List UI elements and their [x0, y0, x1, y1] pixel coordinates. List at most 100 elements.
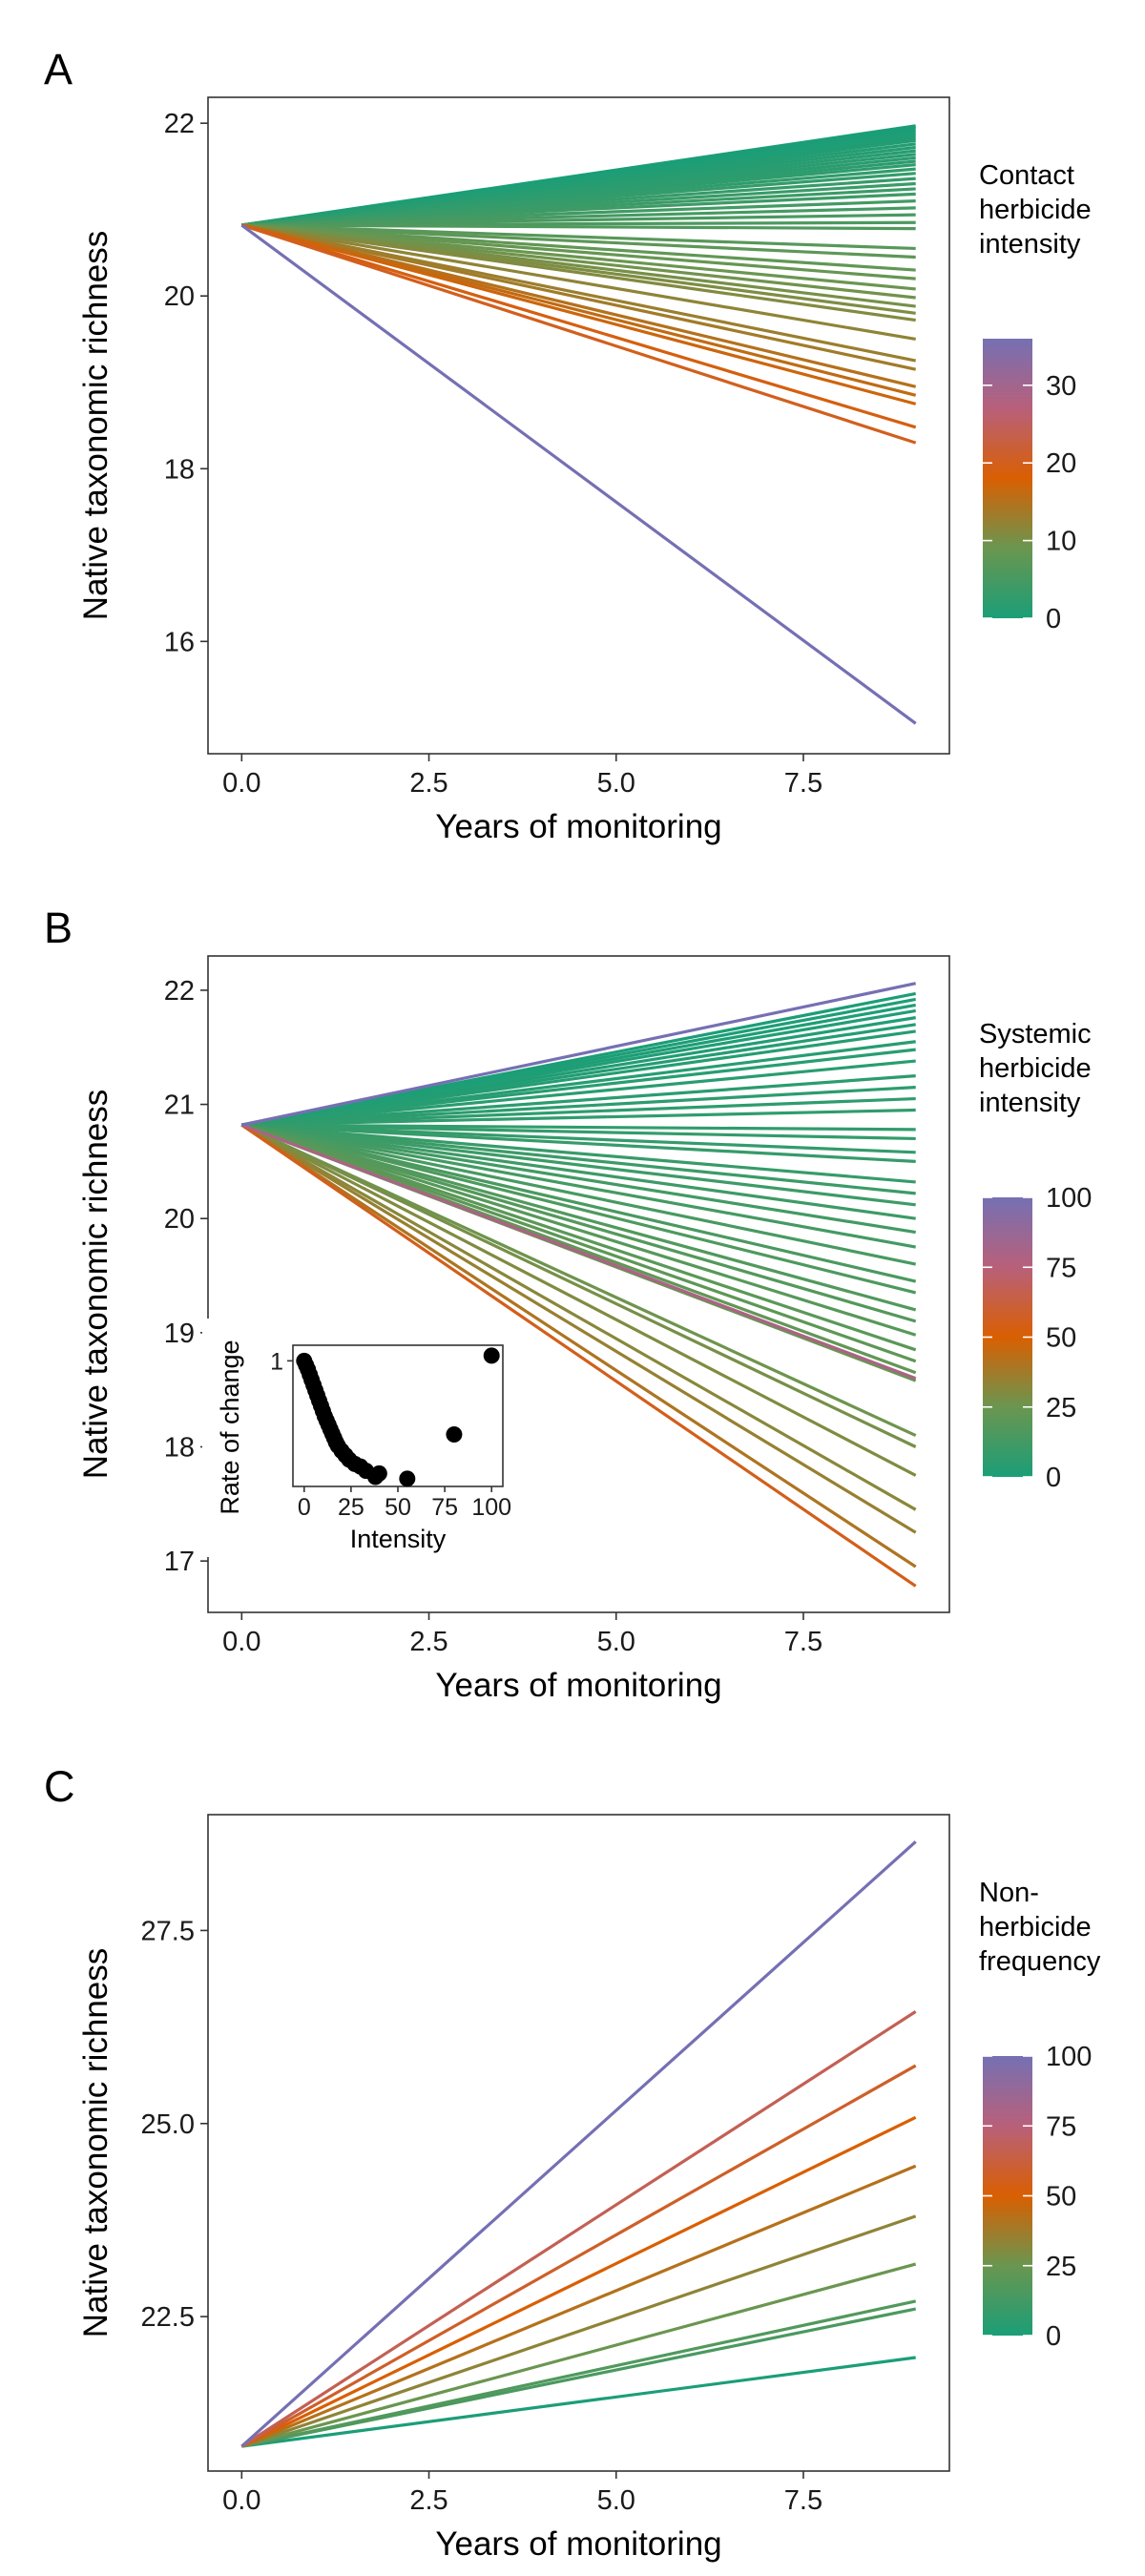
series-line: [240, 2115, 917, 2448]
series-line: [240, 1840, 917, 2448]
inset-point: [483, 1347, 500, 1364]
series-line: [240, 2299, 917, 2448]
x-axis-title: Years of monitoring: [435, 1667, 721, 1704]
series-line: [240, 982, 917, 1127]
panel-c: C 0.0 2.5 5.0 7.5 22.5 25.0 27.5 Years of monito…: [0, 1717, 1145, 2576]
series-line: [241, 1123, 916, 1184]
series-line: [241, 2356, 916, 2448]
series-line: [240, 1123, 917, 1477]
x-tick-label: 0.0: [222, 768, 260, 799]
series-line: [241, 1108, 916, 1127]
legend-title-line: frequency: [979, 1946, 1101, 1977]
y-tick-label: 16: [164, 627, 195, 657]
legend-tick-label: 75: [1046, 2111, 1076, 2142]
y-tick-label: 20: [164, 1204, 195, 1235]
y-tick-label: 18: [164, 454, 195, 485]
series-line: [240, 1123, 917, 1511]
series-line: [240, 1123, 917, 1312]
legend-tick-label: 50: [1046, 2182, 1076, 2212]
series-line: [240, 223, 917, 445]
y-axis-title: Native taxonomic richness: [77, 1090, 114, 1480]
y-tick-label: 17: [164, 1547, 195, 1577]
y-tick-label: 25.0: [141, 2109, 195, 2140]
series-line: [241, 1123, 916, 1141]
inset-x-tick-label: 25: [338, 1494, 364, 1521]
series-line: [241, 1123, 916, 1249]
legend-tick-label: 100: [1046, 1183, 1092, 1214]
x-tick-label: 5.0: [597, 768, 635, 799]
series-line: [241, 1123, 916, 1195]
series-line: [241, 1123, 916, 1163]
series-line: [240, 1123, 917, 1266]
legend-tick-label: 100: [1046, 2042, 1092, 2072]
inset-x-title: Intensity: [350, 1525, 447, 1553]
inset-y-tick-label: 1: [270, 1348, 283, 1375]
panel-letter: B: [44, 904, 73, 952]
panel-letter: A: [44, 45, 73, 93]
x-tick-label: 7.5: [784, 2485, 822, 2516]
series-line: [240, 223, 917, 725]
series-line: [241, 223, 916, 280]
series-group: [240, 1840, 917, 2448]
inset-x-tick-label: 75: [431, 1494, 458, 1521]
legend-tick-label: 75: [1046, 1253, 1076, 1283]
legend-tick-label: 0: [1046, 2321, 1061, 2352]
series-line: [241, 1123, 916, 1220]
inset-point: [399, 1470, 416, 1487]
series-line: [241, 1029, 916, 1127]
panel-letter: C: [44, 1762, 75, 1811]
series-line: [240, 1123, 917, 1323]
legend-title-line: herbicide: [979, 1053, 1092, 1084]
series-line: [241, 1123, 916, 1207]
inset-x-tick-label: 50: [385, 1494, 411, 1521]
series-line: [240, 1123, 917, 1283]
y-tick-label: 21: [164, 1091, 195, 1121]
legend-tick-label: 10: [1046, 527, 1076, 557]
series-line: [240, 1123, 917, 1448]
legend-title-line: Contact: [979, 160, 1074, 191]
y-tick-label: 22: [164, 976, 195, 1007]
series-line: [240, 1123, 917, 1381]
inset-chart: 0 25 50 75 100 1 Intensity Rate of change: [202, 1319, 517, 1557]
x-tick-label: 2.5: [409, 1627, 448, 1657]
series-line: [240, 1123, 917, 1534]
series-line: [240, 2164, 917, 2448]
x-tick-label: 5.0: [597, 2485, 635, 2516]
series-line: [240, 223, 917, 371]
x-tick-label: 7.5: [784, 768, 822, 799]
legend-tick-label: 0: [1046, 1463, 1061, 1493]
series-line: [241, 223, 916, 231]
series-line: [240, 1123, 917, 1588]
legend-title-line: intensity: [979, 229, 1081, 260]
x-tick-label: 2.5: [409, 2485, 448, 2516]
series-line: [240, 1123, 917, 1295]
inset-x-tick-label: 100: [471, 1494, 511, 1521]
inset-y-title: Rate of change: [216, 1340, 244, 1514]
series-line: [240, 223, 917, 429]
series-line: [240, 2064, 917, 2448]
legend-tick-label: 30: [1046, 371, 1076, 402]
series-line: [240, 223, 917, 405]
legend-tick-label: 50: [1046, 1323, 1076, 1354]
series-line: [240, 1123, 917, 1437]
series-line: [241, 1048, 916, 1127]
x-axis-title: Years of monitoring: [435, 808, 721, 845]
series-line: [240, 1123, 917, 1568]
chart-b: B 0.0 2.5 5.0 7.5 17 18 19 20 21 22 Years of monito…: [44, 904, 1092, 1704]
x-tick-label: 2.5: [409, 768, 448, 799]
series-line: [241, 1074, 916, 1127]
y-tick-label: 22: [164, 109, 195, 139]
chart-a: A 0.0 2.5 5.0 7.5 16 18 20 22 Years of monitoring…: [44, 45, 1092, 845]
legend-title-line: Non-: [979, 1878, 1039, 1908]
panel-b: B 0.0 2.5 5.0 7.5 17 18 19 20 21 22 Years of monito…: [0, 859, 1145, 1717]
legend-title-line: Systemic: [979, 1019, 1092, 1049]
series-group: [240, 982, 917, 1588]
y-axis-title: Native taxonomic richness: [77, 1948, 114, 2338]
y-tick-label: 18: [164, 1433, 195, 1464]
x-axis-title: Years of monitoring: [435, 2525, 721, 2563]
series-line: [240, 1123, 917, 1363]
series-line: [241, 1059, 916, 1127]
legend-title-line: intensity: [979, 1088, 1081, 1118]
legend-tick-label: 25: [1046, 2252, 1076, 2282]
series-line: [240, 1123, 917, 1352]
